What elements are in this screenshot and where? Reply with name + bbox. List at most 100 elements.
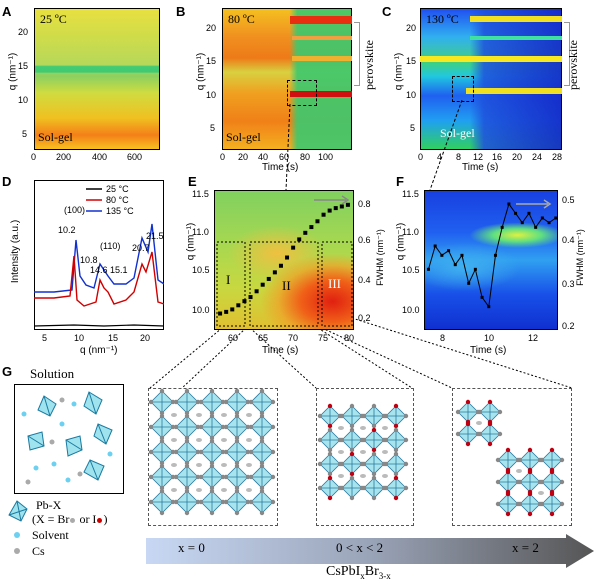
octahedron-icon bbox=[341, 477, 363, 499]
octahedron-icon bbox=[319, 429, 341, 451]
zoom-box bbox=[452, 76, 474, 102]
solution-box bbox=[14, 384, 124, 494]
y2-tick: 0.4 bbox=[562, 235, 575, 245]
halide-atom bbox=[403, 437, 409, 443]
structure-box-mixed bbox=[316, 388, 414, 526]
x-tick: 75 bbox=[318, 333, 329, 343]
cs-atom bbox=[221, 438, 227, 442]
f-data-point bbox=[534, 225, 538, 229]
e-data-point bbox=[309, 225, 314, 230]
cs-atom bbox=[360, 426, 366, 430]
peak-label: 21.5 bbox=[146, 231, 164, 241]
halide-atom bbox=[173, 474, 179, 480]
halide-atom bbox=[371, 447, 377, 453]
e-data-point bbox=[345, 202, 350, 207]
region-label: II bbox=[282, 278, 291, 293]
solgel-label: Sol-gel bbox=[440, 126, 475, 140]
halide-atom bbox=[159, 413, 165, 419]
octahedron-icon bbox=[200, 465, 224, 489]
halide-atom bbox=[248, 424, 254, 430]
structure-box-x0 bbox=[148, 388, 278, 526]
octahedron-icon bbox=[385, 405, 407, 427]
x-tick: 10 bbox=[484, 333, 495, 343]
formula-part: Br bbox=[364, 564, 379, 579]
octahedron-icon bbox=[541, 471, 563, 493]
y2-tick: 0.2 bbox=[562, 321, 575, 331]
x-tick: 80 bbox=[344, 333, 355, 343]
halide-atom bbox=[403, 485, 409, 491]
panel-label: F bbox=[396, 174, 404, 189]
y-tick: 20 bbox=[18, 27, 29, 37]
halide-atom bbox=[209, 463, 215, 469]
octahedron-icon bbox=[385, 429, 407, 451]
peak-stripe bbox=[470, 16, 562, 22]
x-tick: 0 bbox=[418, 152, 424, 162]
e-data-point bbox=[291, 245, 296, 250]
legend-cs: Cs bbox=[32, 544, 45, 558]
halide-atom bbox=[317, 485, 323, 491]
x-tick: 60 bbox=[279, 152, 290, 162]
solgel-label: Sol-gel bbox=[38, 130, 73, 144]
y-tick: 5 bbox=[22, 129, 28, 139]
halide-atom bbox=[371, 451, 377, 457]
halide-atom bbox=[517, 501, 523, 507]
e-data-point bbox=[224, 309, 229, 314]
octahedron-icon bbox=[363, 453, 385, 475]
halide-atom bbox=[527, 447, 533, 453]
f-data-point bbox=[547, 221, 551, 225]
octahedron-icon bbox=[385, 453, 407, 475]
cs-atom bbox=[196, 438, 202, 442]
halide-atom bbox=[393, 427, 399, 433]
f-data-point bbox=[453, 263, 457, 267]
halide-atom bbox=[465, 399, 471, 405]
halide-atom bbox=[487, 441, 493, 447]
halide-atom bbox=[349, 403, 355, 409]
halide-atom bbox=[148, 474, 154, 480]
x-tick: 0 bbox=[31, 152, 37, 162]
solgel-label: Sol-gel bbox=[226, 130, 261, 144]
cs-atom bbox=[382, 426, 388, 430]
e-data-point bbox=[297, 237, 302, 242]
e-data-point bbox=[278, 263, 283, 268]
f-data-point bbox=[500, 225, 504, 229]
halide-atom bbox=[259, 510, 265, 516]
halide-atom bbox=[259, 463, 265, 469]
x-tick: 20 bbox=[140, 333, 151, 343]
octahedron-icon bbox=[175, 490, 199, 514]
halide-atom bbox=[234, 413, 240, 419]
y2-axis-label: FWHM (nm⁻¹) bbox=[374, 229, 385, 286]
halide-atom bbox=[327, 423, 333, 429]
e-data-point bbox=[254, 289, 259, 294]
halide-atom bbox=[317, 413, 323, 419]
peak-stripe bbox=[470, 36, 562, 40]
x-tick: 80 bbox=[300, 152, 311, 162]
peak-stripe bbox=[466, 88, 562, 94]
octahedron-icon bbox=[250, 465, 274, 489]
halide-atom bbox=[549, 469, 555, 475]
halide-atom bbox=[148, 399, 154, 405]
x-tick: 100 bbox=[318, 152, 334, 162]
x-axis-label: Time (s) bbox=[262, 345, 299, 356]
region-label: III bbox=[328, 276, 341, 291]
e-data-point bbox=[327, 208, 332, 213]
halide-atom bbox=[248, 474, 254, 480]
perovskite-lattice bbox=[148, 388, 276, 516]
y-tick: 11.5 bbox=[192, 189, 209, 199]
cs-atom bbox=[221, 463, 227, 467]
y-tick: 15 bbox=[406, 56, 417, 66]
x-tick: 24 bbox=[532, 152, 543, 162]
series-135 bbox=[34, 223, 164, 293]
halide-atom bbox=[549, 447, 555, 453]
formula: CsPbIxBr3-x bbox=[326, 564, 391, 581]
y2-tick: 0.8 bbox=[358, 199, 371, 209]
y-tick: 20 bbox=[406, 23, 417, 33]
halide-atom bbox=[487, 421, 493, 427]
halide-atom bbox=[317, 437, 323, 443]
halide-atom bbox=[383, 485, 389, 491]
halide-atom bbox=[349, 451, 355, 457]
f-data-point bbox=[460, 253, 464, 257]
octahedron-icon bbox=[319, 453, 341, 475]
halide-atom bbox=[209, 510, 215, 516]
x-tick: 200 bbox=[56, 152, 72, 162]
x-tick: 60 bbox=[228, 333, 239, 343]
